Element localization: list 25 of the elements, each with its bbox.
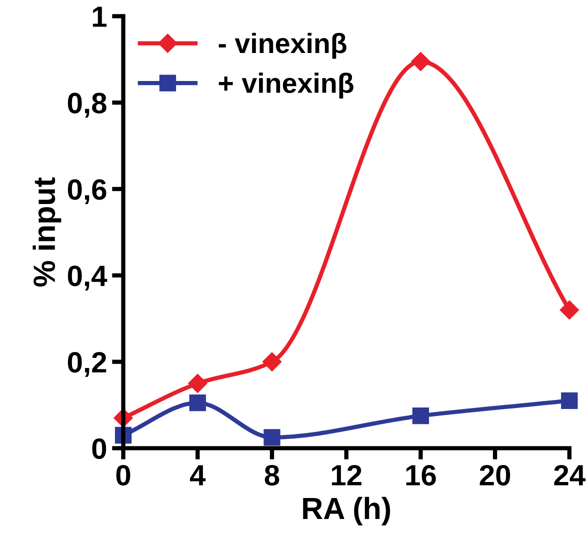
x-tick-label: 12 — [332, 464, 362, 486]
point — [189, 394, 206, 412]
point — [560, 300, 579, 320]
point — [561, 392, 578, 410]
x-tick-label: 20 — [480, 464, 510, 486]
y-tick-label: 0 — [92, 438, 106, 460]
y-tick-label: 0,8 — [68, 92, 106, 118]
point — [188, 374, 208, 393]
x-tick-label: 24 — [554, 464, 586, 486]
x-tick-label: 16 — [406, 464, 436, 486]
legend-label: - vinexinβ — [218, 32, 346, 59]
x-tick-label: 4 — [190, 465, 206, 486]
legend-label: + vinexinβ — [218, 72, 354, 99]
point — [262, 352, 282, 372]
x-tick-label: 0 — [116, 464, 130, 486]
x-axis-title: RA (h) — [303, 496, 390, 526]
y-tick-label: 0,6 — [68, 179, 106, 204]
y-tick-label: 1 — [92, 6, 106, 27]
y-tick-label: 0,4 — [68, 266, 108, 290]
point — [411, 52, 430, 72]
x-tick-label: 8 — [264, 464, 280, 486]
point — [412, 407, 430, 424]
point — [264, 429, 280, 446]
y-tick-label: 0,2 — [68, 352, 106, 377]
y-axis-title: % input — [32, 177, 62, 287]
